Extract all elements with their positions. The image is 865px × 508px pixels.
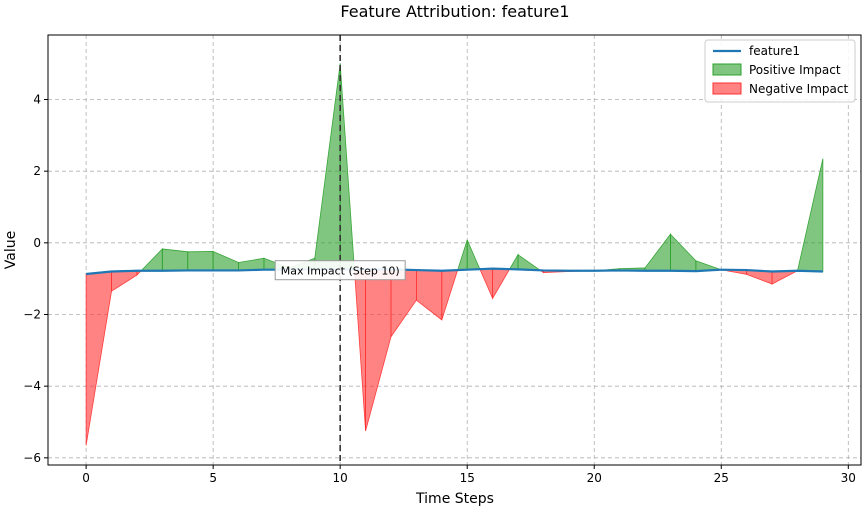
legend-label-positive: Positive Impact <box>749 63 841 77</box>
positive-impact-area <box>238 257 265 271</box>
positive-impact-area <box>796 158 824 272</box>
x-tick-label: 20 <box>587 471 602 485</box>
x-tick-label: 5 <box>209 471 217 485</box>
x-tick-label: 10 <box>333 471 348 485</box>
legend-frame <box>704 39 856 103</box>
positive-impact-area <box>670 233 697 272</box>
x-tick-label: 0 <box>82 471 90 485</box>
feature1-line <box>86 267 823 276</box>
positive-impact-area <box>457 239 468 271</box>
y-tick-label: −4 <box>23 379 41 393</box>
x-tick-label: 15 <box>460 471 475 485</box>
negative-impact-area <box>111 270 138 292</box>
y-tick-label: 2 <box>33 164 41 178</box>
axis-ticks: 0 5 10 15 20 25 30 −6 −4 −2 0 2 4 <box>23 93 856 486</box>
legend-swatch-negative <box>712 82 742 95</box>
positive-impact-area <box>339 63 355 270</box>
negative-impact-area <box>353 268 366 431</box>
positive-impact-area <box>466 239 481 271</box>
plot-frame <box>47 34 862 466</box>
positive-impact-area <box>140 247 163 272</box>
positive-impact-area <box>187 251 214 271</box>
y-tick-label: −6 <box>23 451 41 465</box>
max-impact-annotation: Max Impact (Step 10) <box>274 260 406 281</box>
positive-impact-area <box>508 253 519 270</box>
legend-label-negative: Negative Impact <box>749 82 848 96</box>
legend: feature1 Positive Impact Negative Impact <box>704 39 856 103</box>
impact-fills <box>85 63 824 446</box>
negative-impact-area <box>365 268 392 432</box>
legend-swatch-positive <box>712 63 742 76</box>
positive-impact-area <box>517 253 542 271</box>
positive-impact-area <box>212 250 239 271</box>
negative-impact-area <box>415 269 443 321</box>
positive-impact-area <box>644 233 671 272</box>
y-tick-label: −2 <box>23 308 41 322</box>
y-tick-label: 0 <box>33 236 41 250</box>
x-axis-label: Time Steps <box>415 491 494 507</box>
legend-label-feature1: feature1 <box>749 44 800 58</box>
x-tick-label: 30 <box>841 471 856 485</box>
positive-impact-area <box>314 63 341 270</box>
negative-impact-area <box>492 268 511 300</box>
negative-impact-area <box>85 271 112 446</box>
y-axis-label: Value <box>3 231 19 269</box>
negative-impact-area <box>441 269 459 320</box>
grid <box>48 35 861 465</box>
negative-impact-area <box>479 268 494 299</box>
positive-impact-area <box>161 248 189 272</box>
chart-title: Feature Attribution: feature1 <box>340 2 569 21</box>
y-tick-label: 4 <box>33 93 41 107</box>
annotation-text: Max Impact (Step 10) <box>281 265 400 278</box>
x-tick-label: 25 <box>714 471 729 485</box>
series-lines <box>86 267 823 276</box>
negative-impact-area <box>771 270 798 285</box>
annotation-box <box>274 260 406 281</box>
